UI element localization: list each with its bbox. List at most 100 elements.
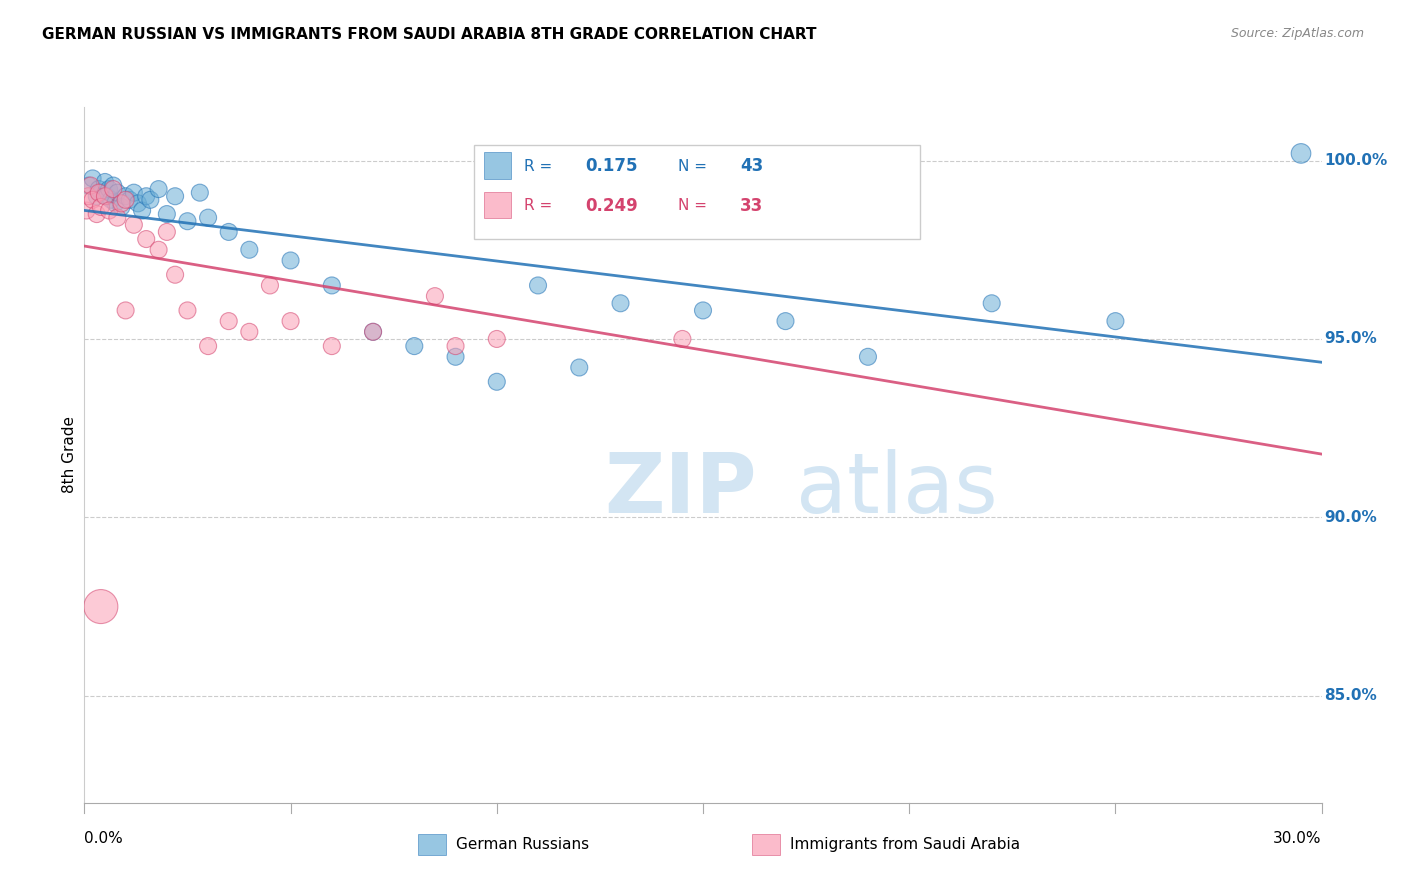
Point <box>423 289 446 303</box>
Point <box>104 196 127 211</box>
Point <box>127 196 149 211</box>
Point <box>176 303 198 318</box>
Text: GERMAN RUSSIAN VS IMMIGRANTS FROM SAUDI ARABIA 8TH GRADE CORRELATION CHART: GERMAN RUSSIAN VS IMMIGRANTS FROM SAUDI … <box>42 27 817 42</box>
Point <box>280 253 302 268</box>
Point <box>103 182 125 196</box>
Point <box>404 339 426 353</box>
Text: 90.0%: 90.0% <box>1324 510 1376 524</box>
Point <box>197 211 219 225</box>
Point <box>568 171 591 186</box>
Text: German Russians: German Russians <box>456 837 589 852</box>
Point <box>90 599 112 614</box>
Text: N =: N = <box>678 198 707 213</box>
Point <box>568 360 591 375</box>
Point <box>114 303 136 318</box>
Point <box>609 296 631 310</box>
Point <box>98 182 121 196</box>
Point <box>165 268 187 282</box>
Point <box>361 325 384 339</box>
Point <box>100 193 122 207</box>
Point <box>485 332 508 346</box>
Point <box>527 278 550 293</box>
Point <box>856 350 879 364</box>
Point <box>105 211 128 225</box>
Point <box>94 189 117 203</box>
FancyBboxPatch shape <box>474 145 920 239</box>
Text: 0.175: 0.175 <box>585 157 638 175</box>
Point <box>238 325 260 339</box>
Point <box>105 186 128 200</box>
Point <box>238 243 260 257</box>
Point <box>148 243 170 257</box>
Point <box>165 189 187 203</box>
Point <box>485 375 508 389</box>
Point <box>77 189 100 203</box>
Text: 95.0%: 95.0% <box>1324 332 1376 346</box>
Point <box>444 339 467 353</box>
Point <box>139 193 162 207</box>
Point <box>321 339 343 353</box>
Text: atlas: atlas <box>796 450 997 530</box>
Text: ZIP: ZIP <box>605 450 756 530</box>
Point <box>75 203 97 218</box>
Point <box>135 189 157 203</box>
Point <box>86 189 108 203</box>
Point <box>96 189 118 203</box>
Point <box>1289 146 1312 161</box>
Point <box>110 196 132 211</box>
Point <box>90 200 112 214</box>
Point <box>131 203 153 218</box>
Point <box>188 186 211 200</box>
Text: R =: R = <box>523 159 551 174</box>
Text: 0.249: 0.249 <box>585 197 638 215</box>
Point <box>280 314 302 328</box>
Point <box>218 314 240 328</box>
Point <box>135 232 157 246</box>
Point <box>692 303 714 318</box>
Point <box>114 193 136 207</box>
Point <box>118 193 141 207</box>
Point <box>156 207 179 221</box>
Point <box>79 178 101 193</box>
Text: 43: 43 <box>740 157 763 175</box>
Point <box>980 296 1002 310</box>
Point <box>114 189 136 203</box>
Text: 100.0%: 100.0% <box>1324 153 1388 168</box>
Point <box>103 178 125 193</box>
Point <box>87 182 110 196</box>
Point <box>197 339 219 353</box>
Point <box>259 278 281 293</box>
Text: Source: ZipAtlas.com: Source: ZipAtlas.com <box>1230 27 1364 40</box>
Point <box>176 214 198 228</box>
Text: N =: N = <box>678 159 707 174</box>
Point <box>156 225 179 239</box>
Point <box>82 193 104 207</box>
Point <box>86 207 108 221</box>
Point <box>94 175 117 189</box>
Point <box>218 225 240 239</box>
Point <box>1104 314 1126 328</box>
Point <box>148 182 170 196</box>
Text: 30.0%: 30.0% <box>1274 830 1322 846</box>
Point <box>110 200 132 214</box>
Point <box>775 314 797 328</box>
Text: 85.0%: 85.0% <box>1324 689 1376 703</box>
Bar <box>752 834 780 855</box>
Point <box>90 186 112 200</box>
Y-axis label: 8th Grade: 8th Grade <box>62 417 77 493</box>
Point <box>671 332 693 346</box>
Bar <box>419 834 446 855</box>
Point <box>87 186 110 200</box>
Point <box>444 350 467 364</box>
Text: 0.0%: 0.0% <box>84 830 124 846</box>
Point <box>122 218 145 232</box>
Text: R =: R = <box>523 198 551 213</box>
Point <box>82 171 104 186</box>
Bar <box>484 153 512 178</box>
Text: Immigrants from Saudi Arabia: Immigrants from Saudi Arabia <box>790 837 1019 852</box>
Point <box>77 178 100 193</box>
Point <box>122 186 145 200</box>
Bar <box>484 192 512 219</box>
Point <box>98 203 121 218</box>
Point <box>361 325 384 339</box>
